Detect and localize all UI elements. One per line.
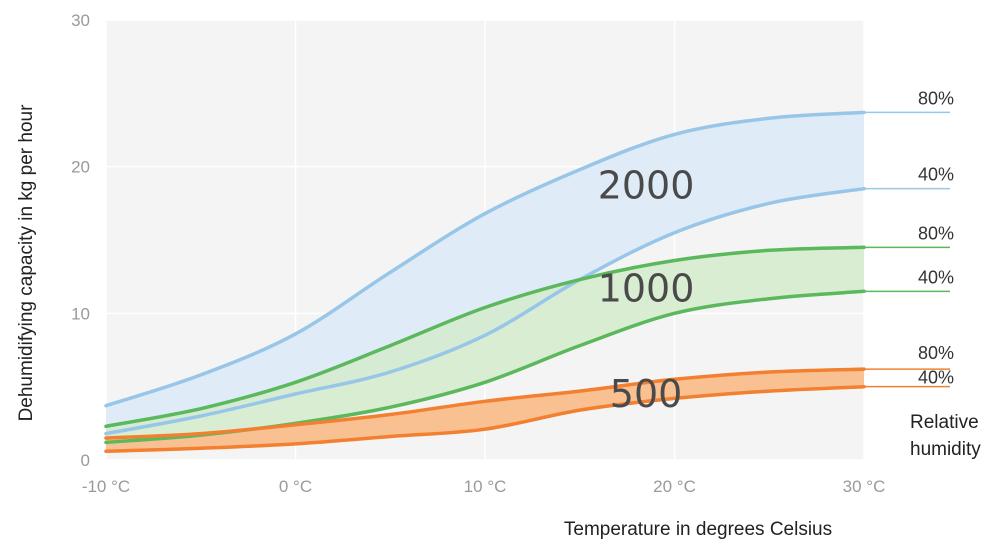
series-line-2000-80pct <box>104 110 866 408</box>
series-line-500-80pct <box>104 367 866 440</box>
relative-humidity-title-line-1: Relative <box>910 412 979 433</box>
relative-humidity-title-line-2: humidity <box>910 439 981 460</box>
y-axis-title: Dehumidifying capacity in kg per hour <box>16 104 37 422</box>
band-labels: 2000 1000 500 <box>598 164 695 416</box>
humidity-label-1000-80pct: 80% <box>918 223 954 243</box>
humidity-leader-lines <box>864 111 950 388</box>
humidity-label-500-40pct: 40% <box>918 368 954 388</box>
series-line-1000-80pct <box>104 245 866 429</box>
y-tick-label-0: 0 <box>81 451 90 470</box>
series-lines <box>104 110 866 453</box>
series-line-500-40pct <box>104 384 866 453</box>
band-label-1000: 1000 <box>598 266 695 310</box>
x-tick-label-2: 10 °C <box>464 477 507 496</box>
x-tick-labels: -10 °C 0 °C 10 °C 20 °C 30 °C <box>82 477 886 496</box>
relative-humidity-title: Relative humidity <box>910 412 981 460</box>
x-tick-label-1: 0 °C <box>279 477 312 496</box>
y-tick-label-3: 30 <box>71 11 90 30</box>
x-tick-label-0: -10 °C <box>82 477 130 496</box>
band-2000 <box>106 112 864 434</box>
x-axis-title: Temperature in degrees Celsius <box>564 519 832 540</box>
humidity-label-1000-40pct: 40% <box>918 267 954 287</box>
band-label-2000: 2000 <box>598 164 695 208</box>
humidity-labels: 80% 40% 80% 40% 80% 40% <box>918 88 954 387</box>
humidity-label-2000-40pct: 40% <box>918 165 954 185</box>
band-500 <box>106 369 864 452</box>
y-tick-label-2: 20 <box>71 158 90 177</box>
humidity-label-500-80pct: 80% <box>918 343 954 363</box>
humidity-label-2000-80pct: 80% <box>918 88 954 108</box>
x-tick-label-3: 20 °C <box>653 477 696 496</box>
y-tick-labels: 0 10 20 30 <box>71 11 90 470</box>
band-label-500: 500 <box>610 372 683 416</box>
x-tick-label-4: 30 °C <box>843 477 886 496</box>
y-tick-label-1: 10 <box>71 304 90 323</box>
series-line-2000-40pct <box>104 186 866 436</box>
